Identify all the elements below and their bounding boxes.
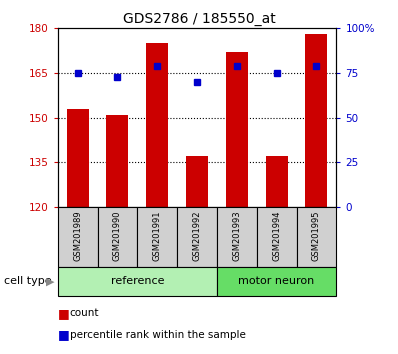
Text: ▶: ▶: [45, 276, 54, 286]
Bar: [186, 156, 208, 207]
Bar: [137, 207, 177, 267]
Text: GSM201993: GSM201993: [232, 211, 241, 261]
Text: GSM201995: GSM201995: [312, 211, 321, 261]
Text: reference: reference: [111, 276, 164, 286]
Bar: [266, 156, 287, 207]
Text: ■: ■: [58, 328, 70, 341]
Bar: [217, 267, 336, 296]
Text: count: count: [70, 308, 99, 318]
Bar: [66, 109, 89, 207]
Bar: [257, 207, 297, 267]
Text: GSM201994: GSM201994: [272, 211, 281, 261]
Bar: [58, 267, 217, 296]
Bar: [58, 207, 98, 267]
Text: GSM201992: GSM201992: [193, 211, 201, 261]
Bar: [146, 43, 168, 207]
Text: motor neuron: motor neuron: [238, 276, 315, 286]
Text: percentile rank within the sample: percentile rank within the sample: [70, 330, 246, 339]
Bar: [98, 207, 137, 267]
Text: GSM201991: GSM201991: [153, 211, 162, 261]
Bar: [297, 207, 336, 267]
Text: GSM201990: GSM201990: [113, 211, 122, 261]
Text: GSM201989: GSM201989: [73, 211, 82, 261]
Text: GDS2786 / 185550_at: GDS2786 / 185550_at: [123, 12, 275, 27]
Text: cell type: cell type: [4, 276, 52, 286]
Bar: [107, 115, 129, 207]
Bar: [306, 34, 327, 207]
Bar: [217, 207, 257, 267]
Bar: [226, 52, 248, 207]
Bar: [177, 207, 217, 267]
Text: ■: ■: [58, 307, 70, 320]
